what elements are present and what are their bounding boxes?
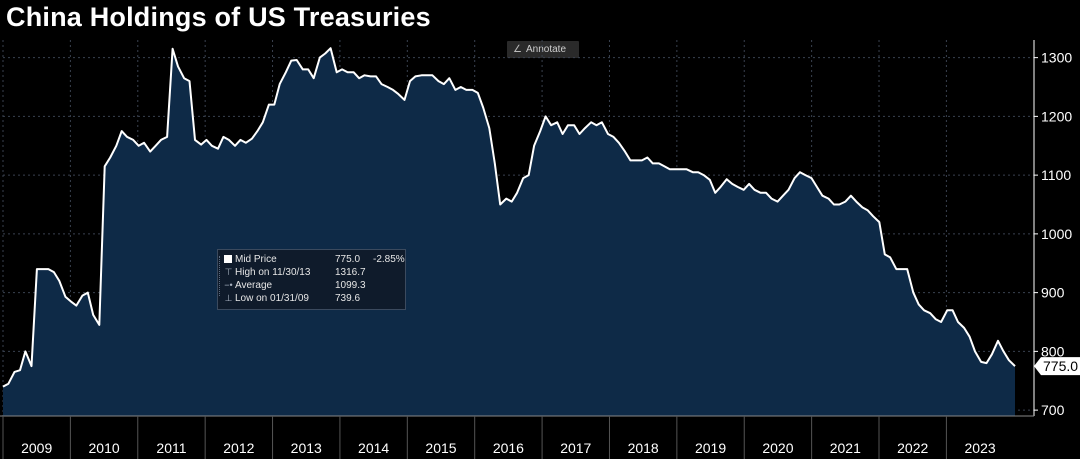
legend-row-high: ⊤ High on 11/30/13 1316.7 xyxy=(222,266,401,279)
last-value-tag-shape xyxy=(1034,357,1080,376)
legend-mid-price-change: -2.85% xyxy=(373,254,405,265)
average-marker-icon: −• xyxy=(224,280,233,290)
x-tick-label: 2011 xyxy=(156,440,186,456)
x-axis-ticks: 2009 2010 2011 2012 2013 2014 2015 2016 2017 2018… xyxy=(2,416,996,459)
legend-average-value: 1099.3 xyxy=(335,280,366,291)
legend-low-label: Low on 01/31/09 xyxy=(235,293,309,304)
legend-row-low: ⊥ Low on 01/31/09 739.6 xyxy=(222,292,401,305)
y-tick-label: 1200 xyxy=(1041,108,1072,124)
holdings-line xyxy=(2,47,1016,388)
legend-row-average: −• Average 1099.3 xyxy=(222,279,401,292)
last-value-label: 775.0 xyxy=(1043,358,1078,374)
last-value-tag: 775.0 xyxy=(1034,357,1080,376)
x-tick-label: 2012 xyxy=(223,440,254,456)
legend-high-label: High on 11/30/13 xyxy=(235,267,311,278)
annotate-label: Annotate xyxy=(525,44,567,55)
legend-row-mid-price: Mid Price 775.0 -2.85% xyxy=(222,253,405,266)
y-tick-label: 1000 xyxy=(1041,226,1072,242)
y-tick-label: 1100 xyxy=(1041,167,1071,183)
legend-mid-price-label: Mid Price xyxy=(235,254,277,265)
legend-low-value: 739.6 xyxy=(335,293,361,304)
legend-box[interactable]: Mid Price 775.0 -2.85% ⊤ High on 11/30/1… xyxy=(217,249,406,310)
x-tick-label: 2015 xyxy=(425,440,456,456)
chart-title: China Holdings of US Treasuries xyxy=(6,2,431,32)
y-tick-label: 900 xyxy=(1041,285,1065,301)
x-tick-label: 2009 xyxy=(21,440,52,456)
x-tick-label: 2017 xyxy=(560,440,591,456)
x-tick-label: 2016 xyxy=(493,440,524,456)
x-tick-label: 2019 xyxy=(695,440,726,456)
x-tick-label: 2020 xyxy=(762,440,793,456)
legend-high-value: 1316.7 xyxy=(335,267,366,278)
y-tick-label: 1300 xyxy=(1041,50,1072,66)
high-marker-icon: ⊤ xyxy=(224,267,233,277)
legend-average-label: Average xyxy=(235,280,273,291)
y-tick-label: 700 xyxy=(1041,402,1065,418)
x-tick-label: 2022 xyxy=(897,440,928,456)
legend-mid-price-value: 775.0 xyxy=(335,254,361,265)
low-marker-icon: ⊥ xyxy=(224,293,233,303)
series-swatch xyxy=(224,255,232,263)
annotate-button[interactable]: ∠ Annotate xyxy=(507,41,579,58)
x-tick-label: 2021 xyxy=(830,440,861,456)
pencil-icon: ∠ xyxy=(513,44,522,55)
x-tick-label: 2010 xyxy=(89,440,120,456)
x-tick-label: 2023 xyxy=(965,440,996,456)
holdings-area xyxy=(3,48,1015,416)
x-tick-label: 2013 xyxy=(291,440,322,456)
x-tick-label: 2018 xyxy=(628,440,659,456)
y-tick-label: 800 xyxy=(1041,343,1065,359)
y-axis-ticks: 700 800 900 1000 1100 1200 1300 xyxy=(1034,50,1072,418)
x-tick-label: 2014 xyxy=(358,440,389,456)
legend-tree-connector xyxy=(219,256,221,296)
